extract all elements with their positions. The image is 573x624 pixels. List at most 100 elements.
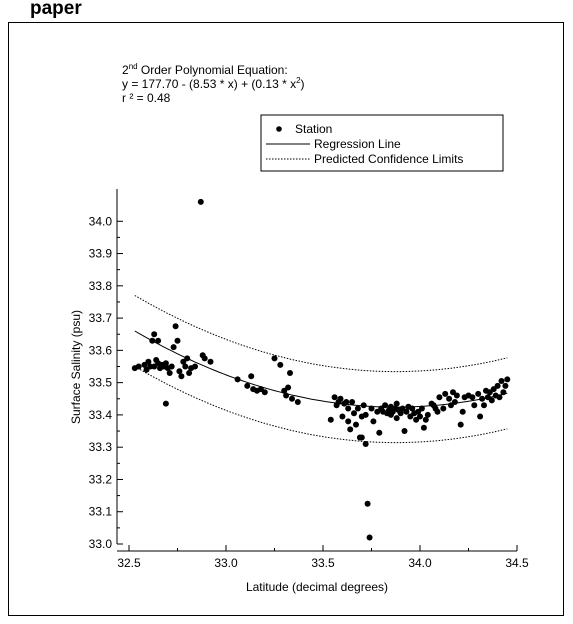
station-point [151,331,158,338]
y-tick-label: 33.6 [89,343,113,357]
station-point [504,376,511,383]
station-point [376,429,383,436]
x-tick-label: 33.5 [311,556,335,570]
station-points [131,198,511,541]
equation-line-1: 2nd Order Polynomial Equation: [122,62,288,77]
equation-line-2: y = 177.70 - (8.53 * x) + (0.13 * x2) [122,76,305,91]
station-point [176,368,183,375]
station-point [496,394,503,401]
station-point [145,358,152,365]
station-point [166,370,173,376]
station-point [409,405,416,412]
station-point [368,405,375,412]
station-point [287,370,293,376]
station-point [192,363,198,370]
station-point [397,410,404,417]
station-point [417,413,423,420]
station-point [168,363,175,370]
y-tick-label: 33.9 [89,247,113,261]
station-point [354,405,361,412]
station-point [370,418,377,425]
station-point [343,399,350,405]
y-tick-label: 33.7 [89,311,113,325]
legend-station-label: Station [295,122,332,136]
x-tick-label: 33.0 [214,556,238,570]
lower-confidence-limit [134,366,508,444]
station-point [434,408,441,415]
station-point [345,418,352,425]
station-point [349,399,356,405]
legend-box [260,114,504,172]
station-point [436,394,443,401]
station-point [362,441,369,447]
station-point [197,198,204,205]
station-point [162,400,169,407]
station-point [283,392,290,399]
station-point [289,395,295,402]
station-point [149,337,156,344]
legend-regression-label: Regression Line [314,137,401,151]
curves [134,295,508,444]
station-point [422,416,429,423]
station-point [382,402,389,409]
station-point [498,378,505,384]
station-point [339,413,346,420]
x-axis-ticks: 32.5 33.0 33.5 34.0 34.5 [117,545,529,570]
station-point [362,411,369,418]
regression-line [134,330,508,408]
station-point [440,405,447,412]
station-point [234,376,241,383]
y-tick-label: 33.8 [89,279,113,293]
station-point [285,384,292,391]
legend-station-marker [276,126,282,132]
station-point [174,337,181,344]
legend: Station Regression Line Predicted Confid… [260,114,504,172]
y-tick-label: 33.1 [89,505,113,519]
station-point [271,355,278,362]
station-point [261,389,268,396]
x-tick-label: 34.5 [505,556,529,570]
station-point [327,416,334,423]
y-tick-label: 33.2 [89,472,113,486]
station-point [451,399,458,405]
station-point [155,337,162,344]
station-point [457,421,464,428]
station-point [475,390,482,397]
x-tick-label: 32.5 [117,556,141,570]
station-point [393,415,400,422]
equation-line-3: r ² = 0.48 [122,91,171,105]
station-point [353,421,359,428]
station-point [172,323,179,330]
figure-panel: 2nd Order Polynomial Equation: y = 177.7… [8,22,564,616]
y-axis-ticks: 33.0 33.1 33.2 33.3 33.4 33.5 33.6 33.7 33.8 33.9… [89,214,123,551]
y-tick-label: 33.5 [89,376,113,390]
station-point [401,428,408,434]
y-tick-label: 33.4 [89,408,113,422]
station-point [481,402,487,409]
station-point [170,344,177,351]
station-point [500,389,507,396]
station-point [477,413,484,420]
station-point [469,394,476,401]
scatter-chart: 2nd Order Polynomial Equation: y = 177.7… [69,62,529,594]
station-point [162,360,169,367]
station-point [207,358,214,365]
station-point [453,392,460,399]
station-point [345,405,352,412]
station-point [459,408,466,415]
station-point [494,382,501,389]
station-point [347,426,354,433]
station-point [366,534,373,541]
station-point [358,434,365,441]
station-point [294,399,301,405]
x-tick-label: 34.0 [408,556,432,570]
station-point [446,395,453,402]
station-point [420,424,427,431]
station-point [488,397,495,404]
station-point [360,402,367,409]
station-point [178,373,185,380]
y-axis-label: Surface Salinity (psu) [69,310,83,424]
station-point [351,410,357,417]
station-point [418,405,425,412]
station-point [364,500,371,507]
